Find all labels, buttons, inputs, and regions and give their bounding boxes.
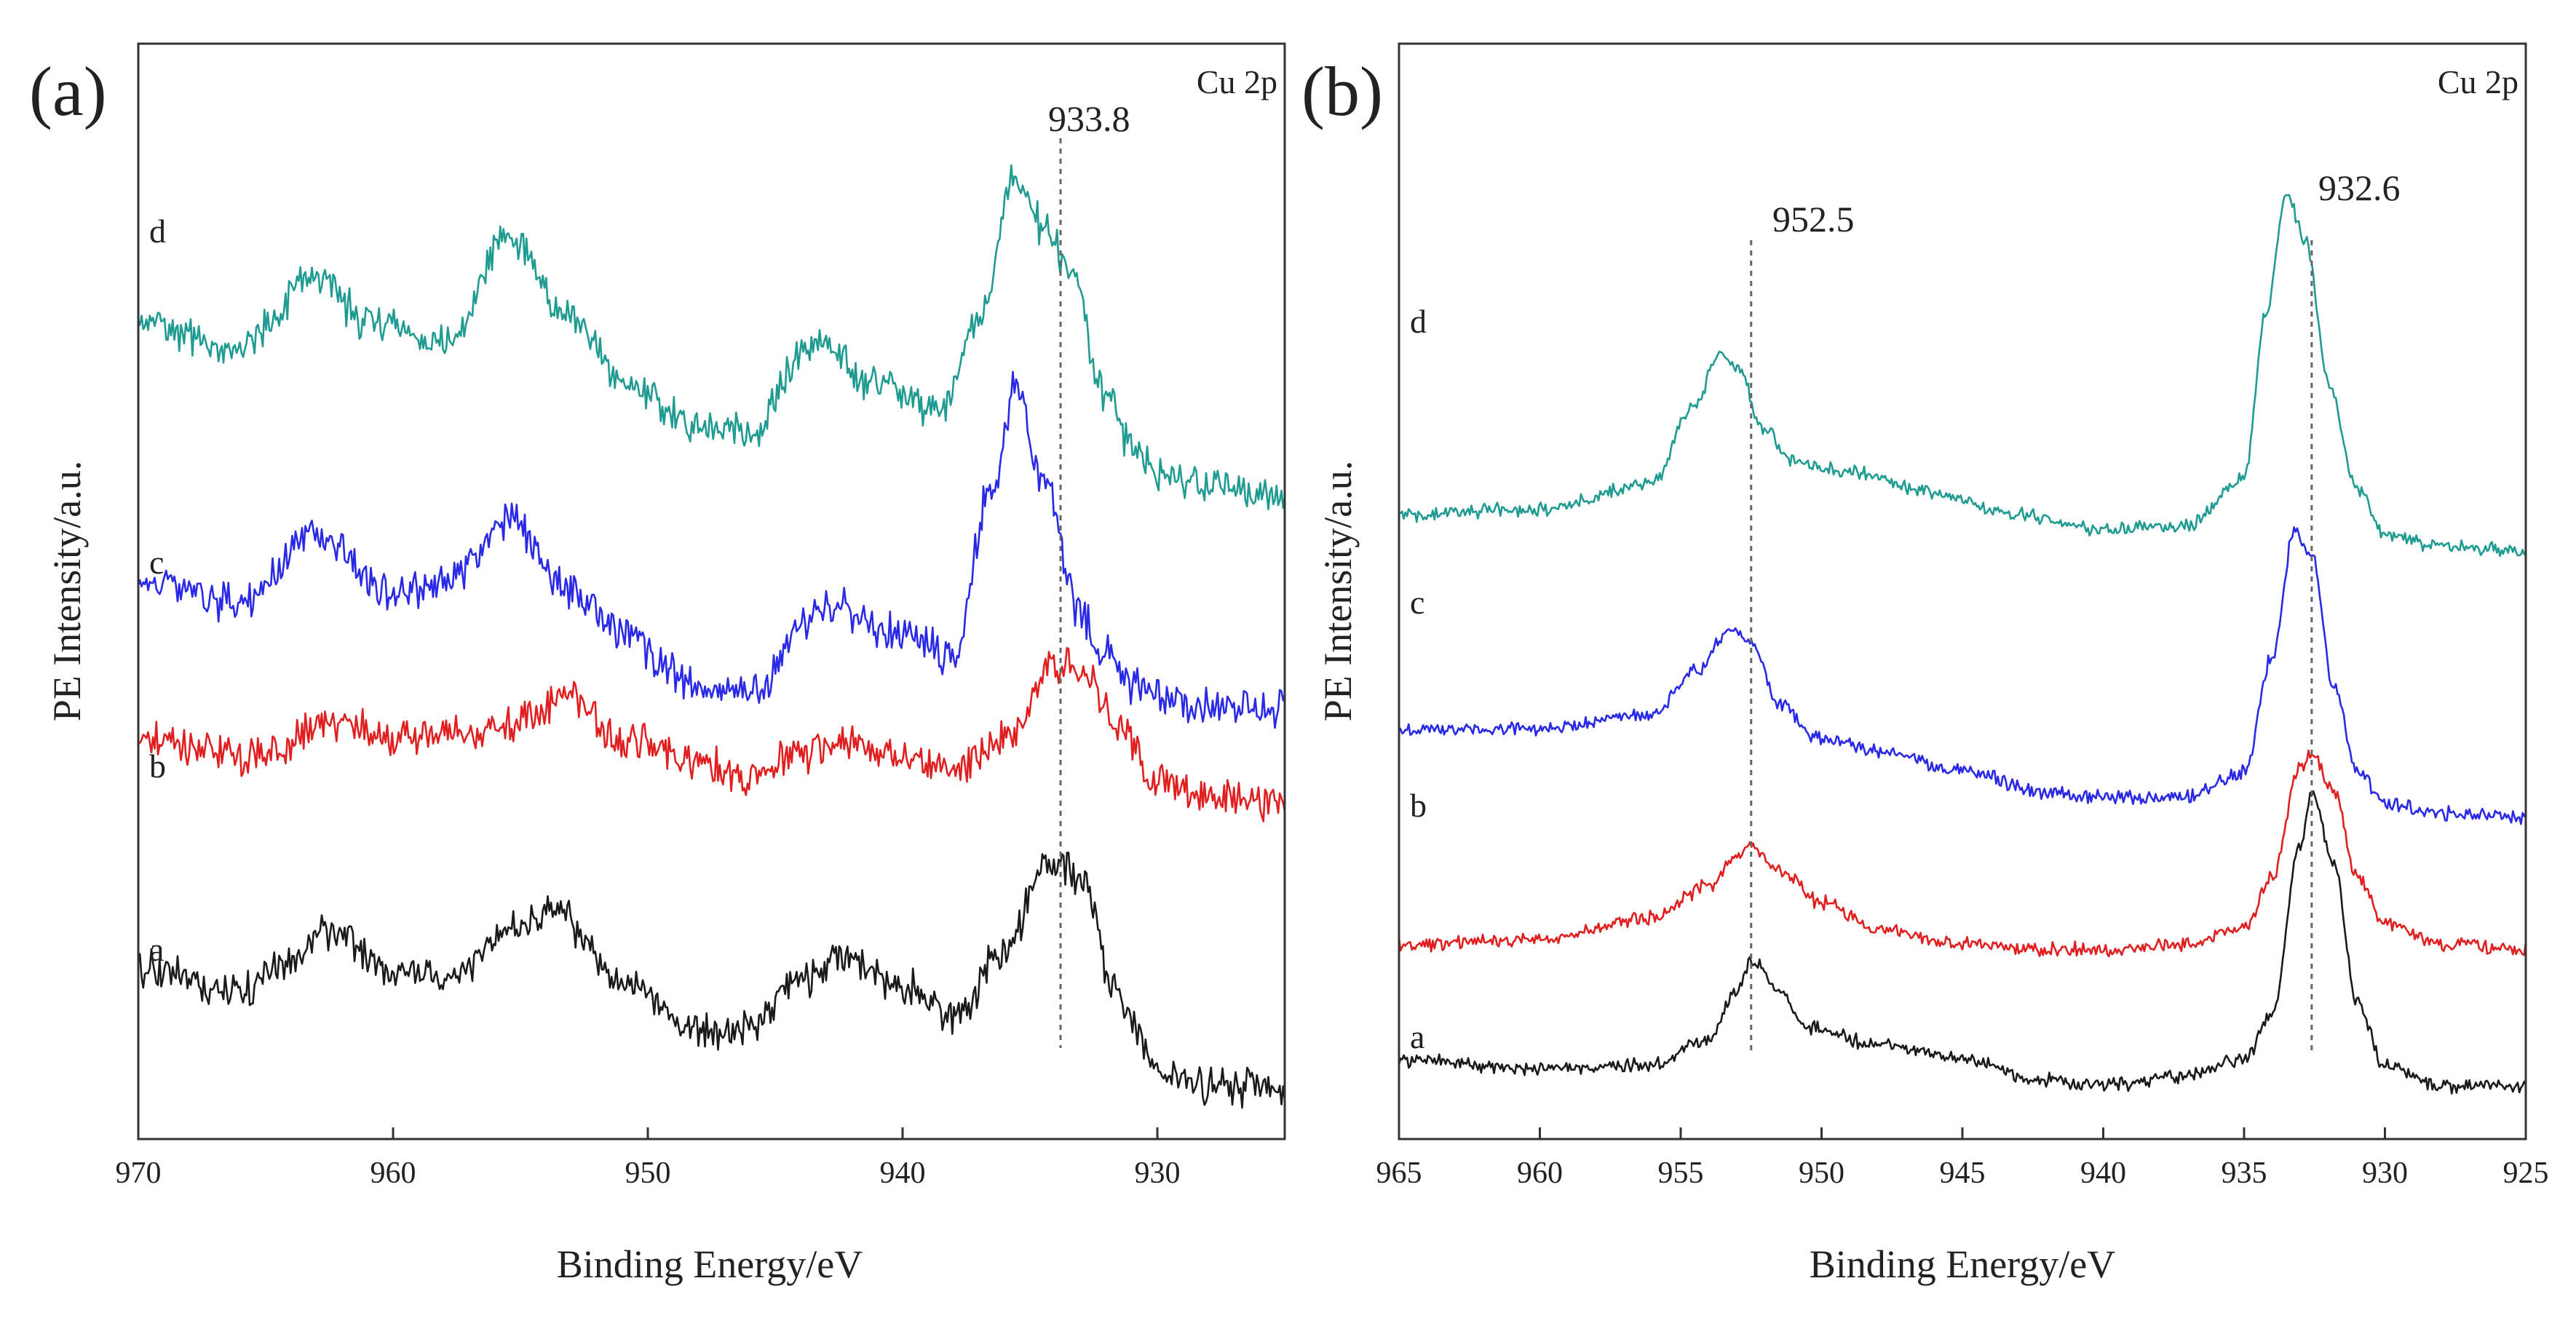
panel-b-letter: (b) [1301, 52, 1383, 130]
panel-a-x-ticks: 970 960 950 940 930 [116, 1127, 1181, 1190]
panel-a-curve-label-d: d [149, 213, 166, 250]
panel-a-y-axis-title: PE Intensity/a.u. [45, 461, 89, 721]
panel-a-curve-label-a: a [149, 931, 164, 968]
panel-b-curve-label-d: d [1410, 303, 1427, 340]
panel-b-peak-label-952-5: 952.5 [1772, 199, 1855, 239]
panel-b-x-tick-label-950: 950 [1799, 1157, 1844, 1190]
panel-a-x-tick-label-970: 970 [116, 1157, 162, 1190]
panel-b-series-d-line [1398, 194, 2527, 558]
panel-a-x-axis-title: Binding Energy/eV [557, 1242, 863, 1286]
panel-a-x-tick-label-930: 930 [1135, 1157, 1181, 1190]
panel-a-series-b-line [138, 647, 1286, 822]
panel-a-series-c-line [137, 370, 1286, 729]
panel-b-x-tick-label-935: 935 [2222, 1157, 2267, 1190]
panel-b-x-axis-title: Binding Energy/eV [1810, 1242, 2115, 1286]
panel-b-x-tick-label-955: 955 [1658, 1157, 1704, 1190]
panel-b-tag: Cu 2p [2438, 63, 2518, 100]
panel-a-curve-label-c: c [149, 544, 164, 581]
panel-a-plot-frame [137, 42, 1286, 1140]
panel-b-x-tick-label-960: 960 [1517, 1157, 1563, 1190]
panel-a-letter: (a) [29, 52, 107, 130]
panel-b-curve-label-a: a [1410, 1018, 1424, 1055]
panel-b-series-b-line [1398, 749, 2527, 958]
panel-b: (b) 965 960 955 950 945 940 935 930 925 Cu 2p Bi… [1301, 42, 2549, 1286]
panel-b-series-group [1398, 194, 2527, 1095]
panel-b-y-axis-title: PE Intensity/a.u. [1316, 461, 1360, 721]
panel-a-tag: Cu 2p [1197, 63, 1277, 100]
panel-a-series-a-line [138, 852, 1286, 1109]
panel-b-x-tick-label-945: 945 [1940, 1157, 1986, 1190]
panel-b-x-tick-label-965: 965 [1376, 1157, 1422, 1190]
panel-b-series-c-line [1398, 526, 2527, 825]
panel-b-x-tick-label-930: 930 [2362, 1157, 2408, 1190]
panel-a-peak-label-933-8: 933.8 [1048, 98, 1130, 139]
panel-b-x-ticks: 965 960 955 950 945 940 935 930 925 [1376, 1127, 2549, 1190]
panel-a-series-d-line [137, 164, 1286, 510]
panel-a-x-tick-label-940: 940 [880, 1157, 926, 1190]
panel-b-x-tick-label-940: 940 [2080, 1157, 2126, 1190]
panel-a-x-tick-label-960: 960 [370, 1157, 416, 1190]
panel-a: (a) 970 960 950 940 930 Cu 2p Binding Energy… [29, 42, 1286, 1286]
panel-a-series-group [137, 164, 1286, 1109]
panel-b-curve-label-b: b [1410, 787, 1427, 824]
panel-b-peak-label-932-6: 932.6 [2318, 167, 2401, 208]
panel-b-reference-lines [1750, 240, 2313, 1052]
panel-b-curve-label-c: c [1410, 584, 1424, 621]
panel-a-x-tick-label-950: 950 [625, 1157, 671, 1190]
panel-b-series-a-line [1398, 790, 2527, 1095]
panel-b-x-tick-label-925: 925 [2503, 1157, 2549, 1190]
panel-a-curve-label-b: b [149, 747, 166, 785]
